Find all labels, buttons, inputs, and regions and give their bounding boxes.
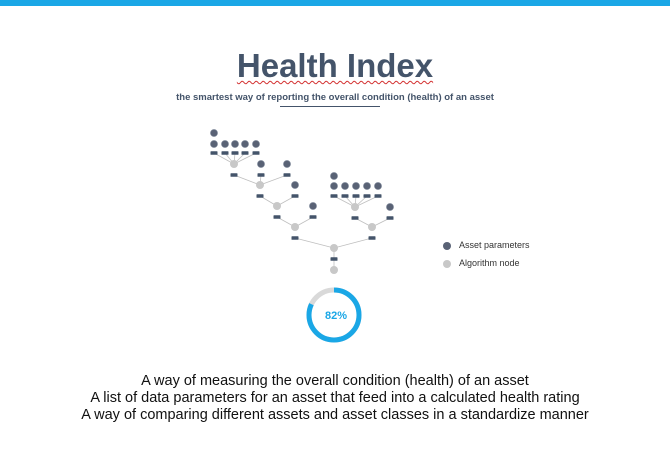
algorithm-node (291, 223, 299, 231)
algorithm-node (330, 244, 338, 252)
node-label-tag (386, 216, 394, 220)
node-label-tag (241, 151, 249, 155)
asset-parameter-node (330, 182, 338, 190)
health-gauge: 82% (306, 287, 362, 343)
asset-parameter-node (352, 182, 360, 190)
tree-edge (333, 237, 373, 249)
description-line-3: A way of comparing different assets and … (81, 407, 589, 423)
legend-asset-parameters-marker (443, 242, 451, 250)
tree-edge (354, 195, 379, 208)
legend-algorithm-node-label: Algorithm node (459, 258, 520, 268)
algorithm-node (330, 266, 338, 274)
title-divider (280, 106, 380, 107)
tree-edge (259, 174, 288, 186)
node-label-tag (351, 216, 359, 220)
asset-parameter-node (363, 182, 371, 190)
node-label-tag (221, 151, 229, 155)
node-label-tag (256, 194, 264, 198)
asset-parameter-node (386, 203, 394, 211)
description-line-1: A way of measuring the overall condition… (141, 373, 529, 389)
node-label-tag (374, 194, 382, 198)
asset-parameter-node (341, 182, 349, 190)
asset-parameter-node (257, 160, 265, 168)
algorithm-node (368, 223, 376, 231)
node-label-tag (291, 236, 299, 240)
tree-nodes (210, 129, 394, 274)
asset-parameter-node (241, 140, 249, 148)
node-label-tag (368, 236, 376, 240)
node-label-tag (352, 194, 360, 198)
tree-edge (233, 174, 261, 186)
algorithm-node (351, 203, 359, 211)
asset-parameter-node (330, 172, 338, 180)
legend-markers (443, 242, 451, 268)
legend-asset-parameters-label: Asset parameters (459, 240, 530, 250)
asset-parameter-node (231, 140, 239, 148)
tree-edge (233, 152, 257, 165)
node-label-tag (252, 151, 260, 155)
node-label-tag (283, 173, 291, 177)
node-label-tag (257, 173, 265, 177)
tree-edges (213, 152, 391, 270)
algorithm-node (256, 181, 264, 189)
page-subtitle: the smartest way of reporting the overal… (176, 92, 494, 103)
asset-parameter-node (252, 140, 260, 148)
asset-parameter-node (210, 140, 218, 148)
tree-edge (294, 237, 335, 249)
node-label-tag (210, 151, 218, 155)
node-label-tag (231, 151, 239, 155)
algorithm-node (273, 202, 281, 210)
asset-parameter-node (210, 129, 218, 137)
algorithm-node (230, 160, 238, 168)
top-accent-bar (0, 0, 670, 6)
node-label-tag (341, 194, 349, 198)
node-label-tag (230, 173, 238, 177)
node-label-tag (291, 194, 299, 198)
legend-algorithm-node-marker (443, 260, 451, 268)
node-label-tag (330, 194, 338, 198)
gauge-progress-arc (306, 287, 362, 343)
description-line-2: A list of data parameters for an asset t… (90, 390, 580, 406)
page-title: Health Index (236, 47, 434, 84)
gauge-value: 82% (325, 310, 347, 322)
asset-parameter-node (221, 140, 229, 148)
node-label-tag (363, 194, 371, 198)
node-label-tag (330, 257, 338, 261)
asset-parameter-node (291, 181, 299, 189)
node-label-tag (309, 215, 317, 219)
asset-parameter-node (309, 202, 317, 210)
asset-parameter-node (374, 182, 382, 190)
asset-parameter-node (283, 160, 291, 168)
node-label-tag (273, 215, 281, 219)
